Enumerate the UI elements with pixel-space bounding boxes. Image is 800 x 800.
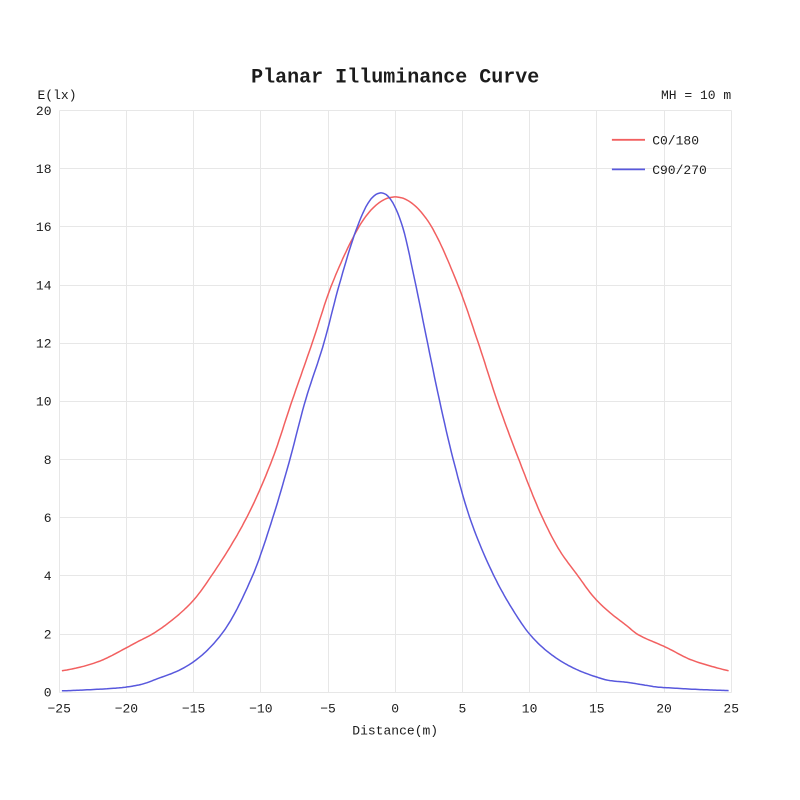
svg-text:15: 15 xyxy=(589,702,605,717)
svg-text:0: 0 xyxy=(391,702,399,717)
svg-text:10: 10 xyxy=(36,395,52,410)
svg-text:Planar Illuminance Curve: Planar Illuminance Curve xyxy=(251,67,539,90)
svg-text:25: 25 xyxy=(723,702,739,717)
svg-text:−15: −15 xyxy=(182,702,205,717)
svg-text:4: 4 xyxy=(44,569,52,584)
svg-text:2: 2 xyxy=(44,627,52,642)
svg-text:16: 16 xyxy=(36,220,52,235)
svg-text:−20: −20 xyxy=(115,702,138,717)
svg-text:MH = 10 m: MH = 10 m xyxy=(661,88,731,103)
svg-text:20: 20 xyxy=(656,702,672,717)
svg-text:E(lx): E(lx) xyxy=(38,88,77,103)
svg-text:C0/180: C0/180 xyxy=(652,134,699,149)
svg-text:−10: −10 xyxy=(249,702,272,717)
svg-text:8: 8 xyxy=(44,453,52,468)
svg-text:10: 10 xyxy=(522,702,538,717)
svg-text:6: 6 xyxy=(44,511,52,526)
svg-text:14: 14 xyxy=(36,278,52,293)
svg-text:Distance(m): Distance(m) xyxy=(352,723,438,738)
svg-text:20: 20 xyxy=(36,104,52,119)
svg-text:5: 5 xyxy=(458,702,466,717)
svg-text:0: 0 xyxy=(44,686,52,701)
svg-text:−5: −5 xyxy=(320,702,336,717)
svg-text:12: 12 xyxy=(36,337,52,352)
svg-text:C90/270: C90/270 xyxy=(652,163,707,178)
svg-text:18: 18 xyxy=(36,162,52,177)
svg-text:−25: −25 xyxy=(47,702,70,717)
